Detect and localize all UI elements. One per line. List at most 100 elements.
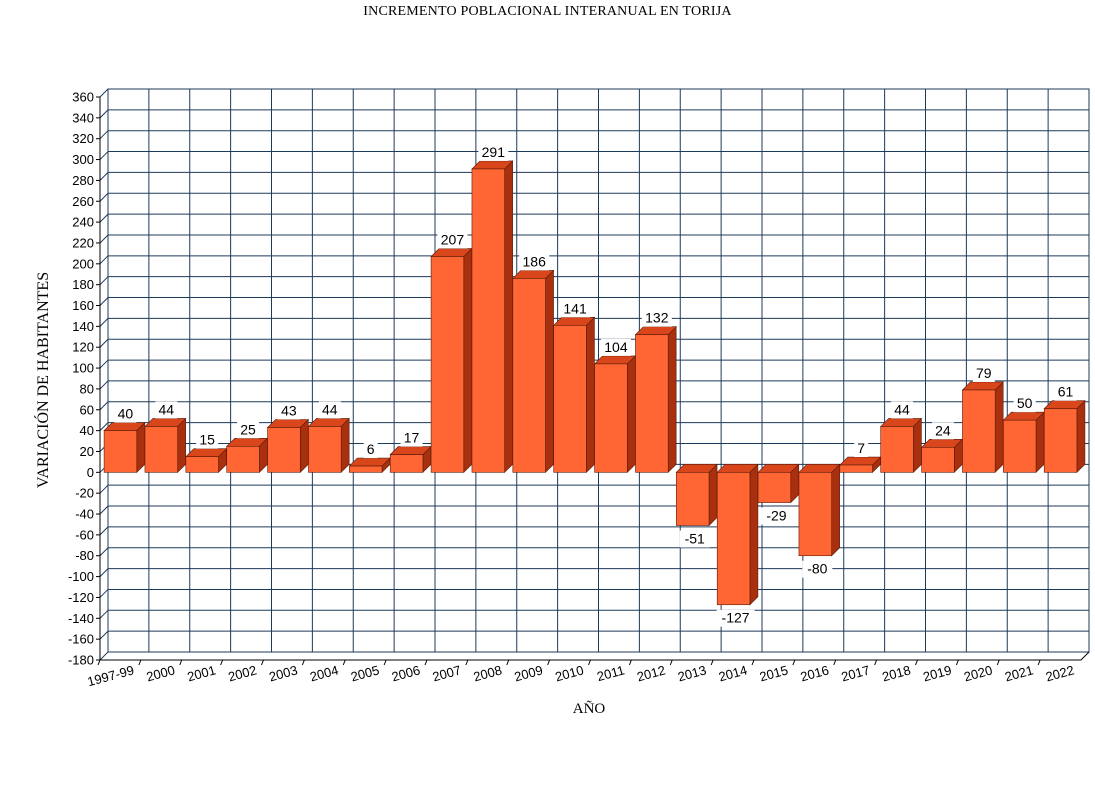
data-label: 44	[159, 401, 175, 417]
data-label: -51	[685, 531, 705, 547]
bar	[880, 426, 914, 473]
data-label-bg	[114, 405, 137, 423]
gridline-side	[99, 547, 109, 557]
bar	[635, 334, 669, 473]
y-tick-label: 60	[80, 402, 94, 417]
data-label: 207	[441, 232, 465, 248]
bar	[389, 454, 424, 473]
x-tick-mark	[874, 659, 878, 666]
y-tick-label: 360	[72, 90, 94, 105]
gridline-side	[99, 484, 109, 494]
y-tick-label: -60	[75, 527, 94, 542]
bar	[226, 445, 260, 473]
bar	[1043, 408, 1078, 473]
data-label-bg	[931, 422, 954, 440]
x-tick-mark	[710, 659, 714, 666]
data-label-bg	[1054, 383, 1077, 401]
data-label: 43	[281, 403, 297, 419]
bar-side	[177, 417, 186, 474]
y-tick-label: -40	[75, 507, 94, 522]
y-tick-label: 100	[72, 361, 94, 376]
y-tick-label: 220	[72, 235, 94, 250]
gridline-side	[99, 589, 109, 598]
x-tick-mark	[751, 659, 755, 666]
data-label: 6	[367, 441, 375, 457]
data-label: 44	[322, 401, 338, 417]
data-label-bg	[277, 402, 300, 420]
x-tick-mark	[628, 659, 632, 666]
gridline-side	[99, 88, 109, 98]
bar	[144, 426, 178, 473]
bar-side	[1035, 411, 1045, 474]
chart-title: INCREMENTO POBLACIONAL INTERANUAL EN TOR…	[363, 4, 732, 19]
x-tick-mark	[97, 659, 101, 666]
data-label: -127	[722, 610, 750, 626]
x-tick-label: 2017	[840, 662, 872, 684]
x-tick-label: 2019	[921, 662, 953, 684]
x-tick-label: 2011	[595, 662, 626, 684]
bar	[716, 472, 751, 606]
gridline-side	[99, 630, 109, 640]
data-label-bg	[237, 421, 260, 439]
x-tick-mark	[792, 659, 796, 666]
x-tick-mark	[424, 659, 428, 666]
x-tick-mark	[547, 659, 551, 666]
x-tick-label: 2008	[472, 662, 504, 684]
x-tick-label: 2021	[1003, 662, 1035, 684]
bar	[185, 456, 219, 473]
bar	[921, 447, 955, 473]
bar	[267, 427, 301, 473]
bar-side	[136, 421, 146, 474]
data-label-bg	[600, 338, 631, 356]
bar-side	[545, 269, 554, 474]
x-tick-label: 2020	[962, 662, 994, 684]
y-tick-label: 140	[72, 319, 94, 334]
y-tick-label: 300	[72, 152, 94, 167]
y-tick-label: 80	[80, 381, 94, 396]
bar-side	[463, 247, 473, 474]
data-label-bg	[400, 429, 423, 447]
data-label: 50	[1017, 395, 1033, 411]
gridline-side	[99, 213, 109, 223]
gridline-side	[99, 609, 109, 619]
bar-side	[708, 463, 718, 527]
data-label: -29	[766, 508, 786, 524]
bar-side	[504, 160, 513, 474]
x-tick-label: 2022	[1044, 662, 1076, 684]
x-tick-mark	[179, 659, 183, 666]
data-label-bg	[519, 253, 550, 271]
bar	[798, 472, 832, 557]
x-tick-label: 2000	[145, 662, 177, 684]
x-tick-label: 2013	[676, 662, 708, 684]
bar-side	[913, 417, 922, 474]
bar-side	[1076, 400, 1086, 474]
gridline-side	[99, 380, 109, 390]
bar	[103, 430, 138, 473]
gridline-side	[99, 338, 109, 348]
y-tick-label: -140	[68, 611, 94, 626]
data-label: 7	[857, 440, 865, 456]
bar	[962, 389, 996, 473]
gridline-side	[99, 109, 109, 119]
x-tick-mark	[996, 659, 1000, 666]
y-tick-label: 320	[72, 131, 94, 146]
bar	[553, 325, 587, 473]
y-tick-label: 120	[72, 340, 94, 355]
data-label-bg	[363, 441, 378, 459]
x-tick-mark	[915, 659, 918, 666]
gridline-side	[99, 192, 109, 202]
data-label: 104	[604, 339, 628, 355]
data-label-bg	[802, 560, 833, 578]
y-tick-label: -20	[75, 486, 94, 501]
x-tick-mark	[955, 659, 959, 666]
gridline-side	[99, 255, 109, 265]
gridline-side	[99, 401, 109, 411]
x-tick-mark	[465, 659, 469, 666]
gridline-side	[99, 526, 109, 536]
bar	[512, 278, 546, 473]
bar-side	[749, 463, 759, 606]
gridline-side	[99, 359, 109, 369]
x-tick-label: 2002	[226, 662, 258, 684]
x-tick-mark	[220, 659, 224, 666]
